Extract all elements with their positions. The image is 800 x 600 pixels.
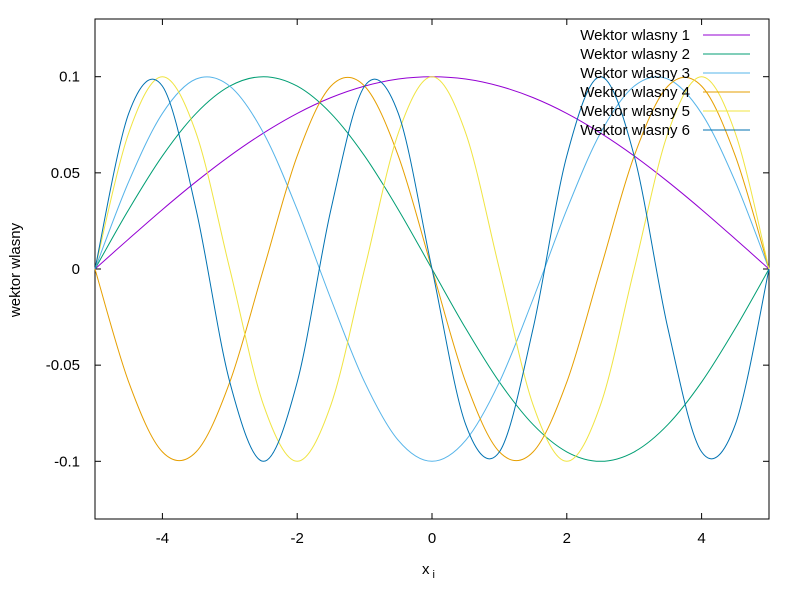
legend-label: Wektor wlasny 3 [580,65,690,82]
y-tick-label: 0.05 [51,165,80,182]
x-tick-label: -4 [156,530,169,547]
y-tick-label: 0.1 [59,69,80,86]
y-tick-label: 0 [72,261,80,278]
axis-ticks [95,19,769,519]
x-tick-label: -2 [291,530,304,547]
y-tick-label: -0.05 [46,357,80,374]
x-axis-label-subscript: i [433,569,435,581]
x-tick-label: 2 [563,530,571,547]
series-line-6 [94,76,770,462]
series-line-5 [94,76,770,462]
x-tick-label: 4 [697,530,705,547]
y-tick-label: -0.1 [54,453,80,470]
tick-labels: -4 -2 0 2 4 -0.1 -0.05 0 0.05 0.1 [46,69,706,547]
legend-label: Wektor wlasny 6 [580,122,690,139]
legend-label: Wektor wlasny 2 [580,46,690,63]
legend-label: Wektor wlasny 5 [580,103,690,120]
legend-label: Wektor wlasny 1 [580,27,690,44]
series-line-3 [94,76,770,462]
legend-label: Wektor wlasny 4 [580,84,690,101]
series-lines [94,76,770,462]
legend: Wektor wlasny 1 Wektor wlasny 2 Wektor wla… [580,27,750,139]
x-axis-label-main: x [422,561,430,578]
y-axis-label: wektor wlasny [7,222,24,318]
x-tick-label: 0 [428,530,436,547]
